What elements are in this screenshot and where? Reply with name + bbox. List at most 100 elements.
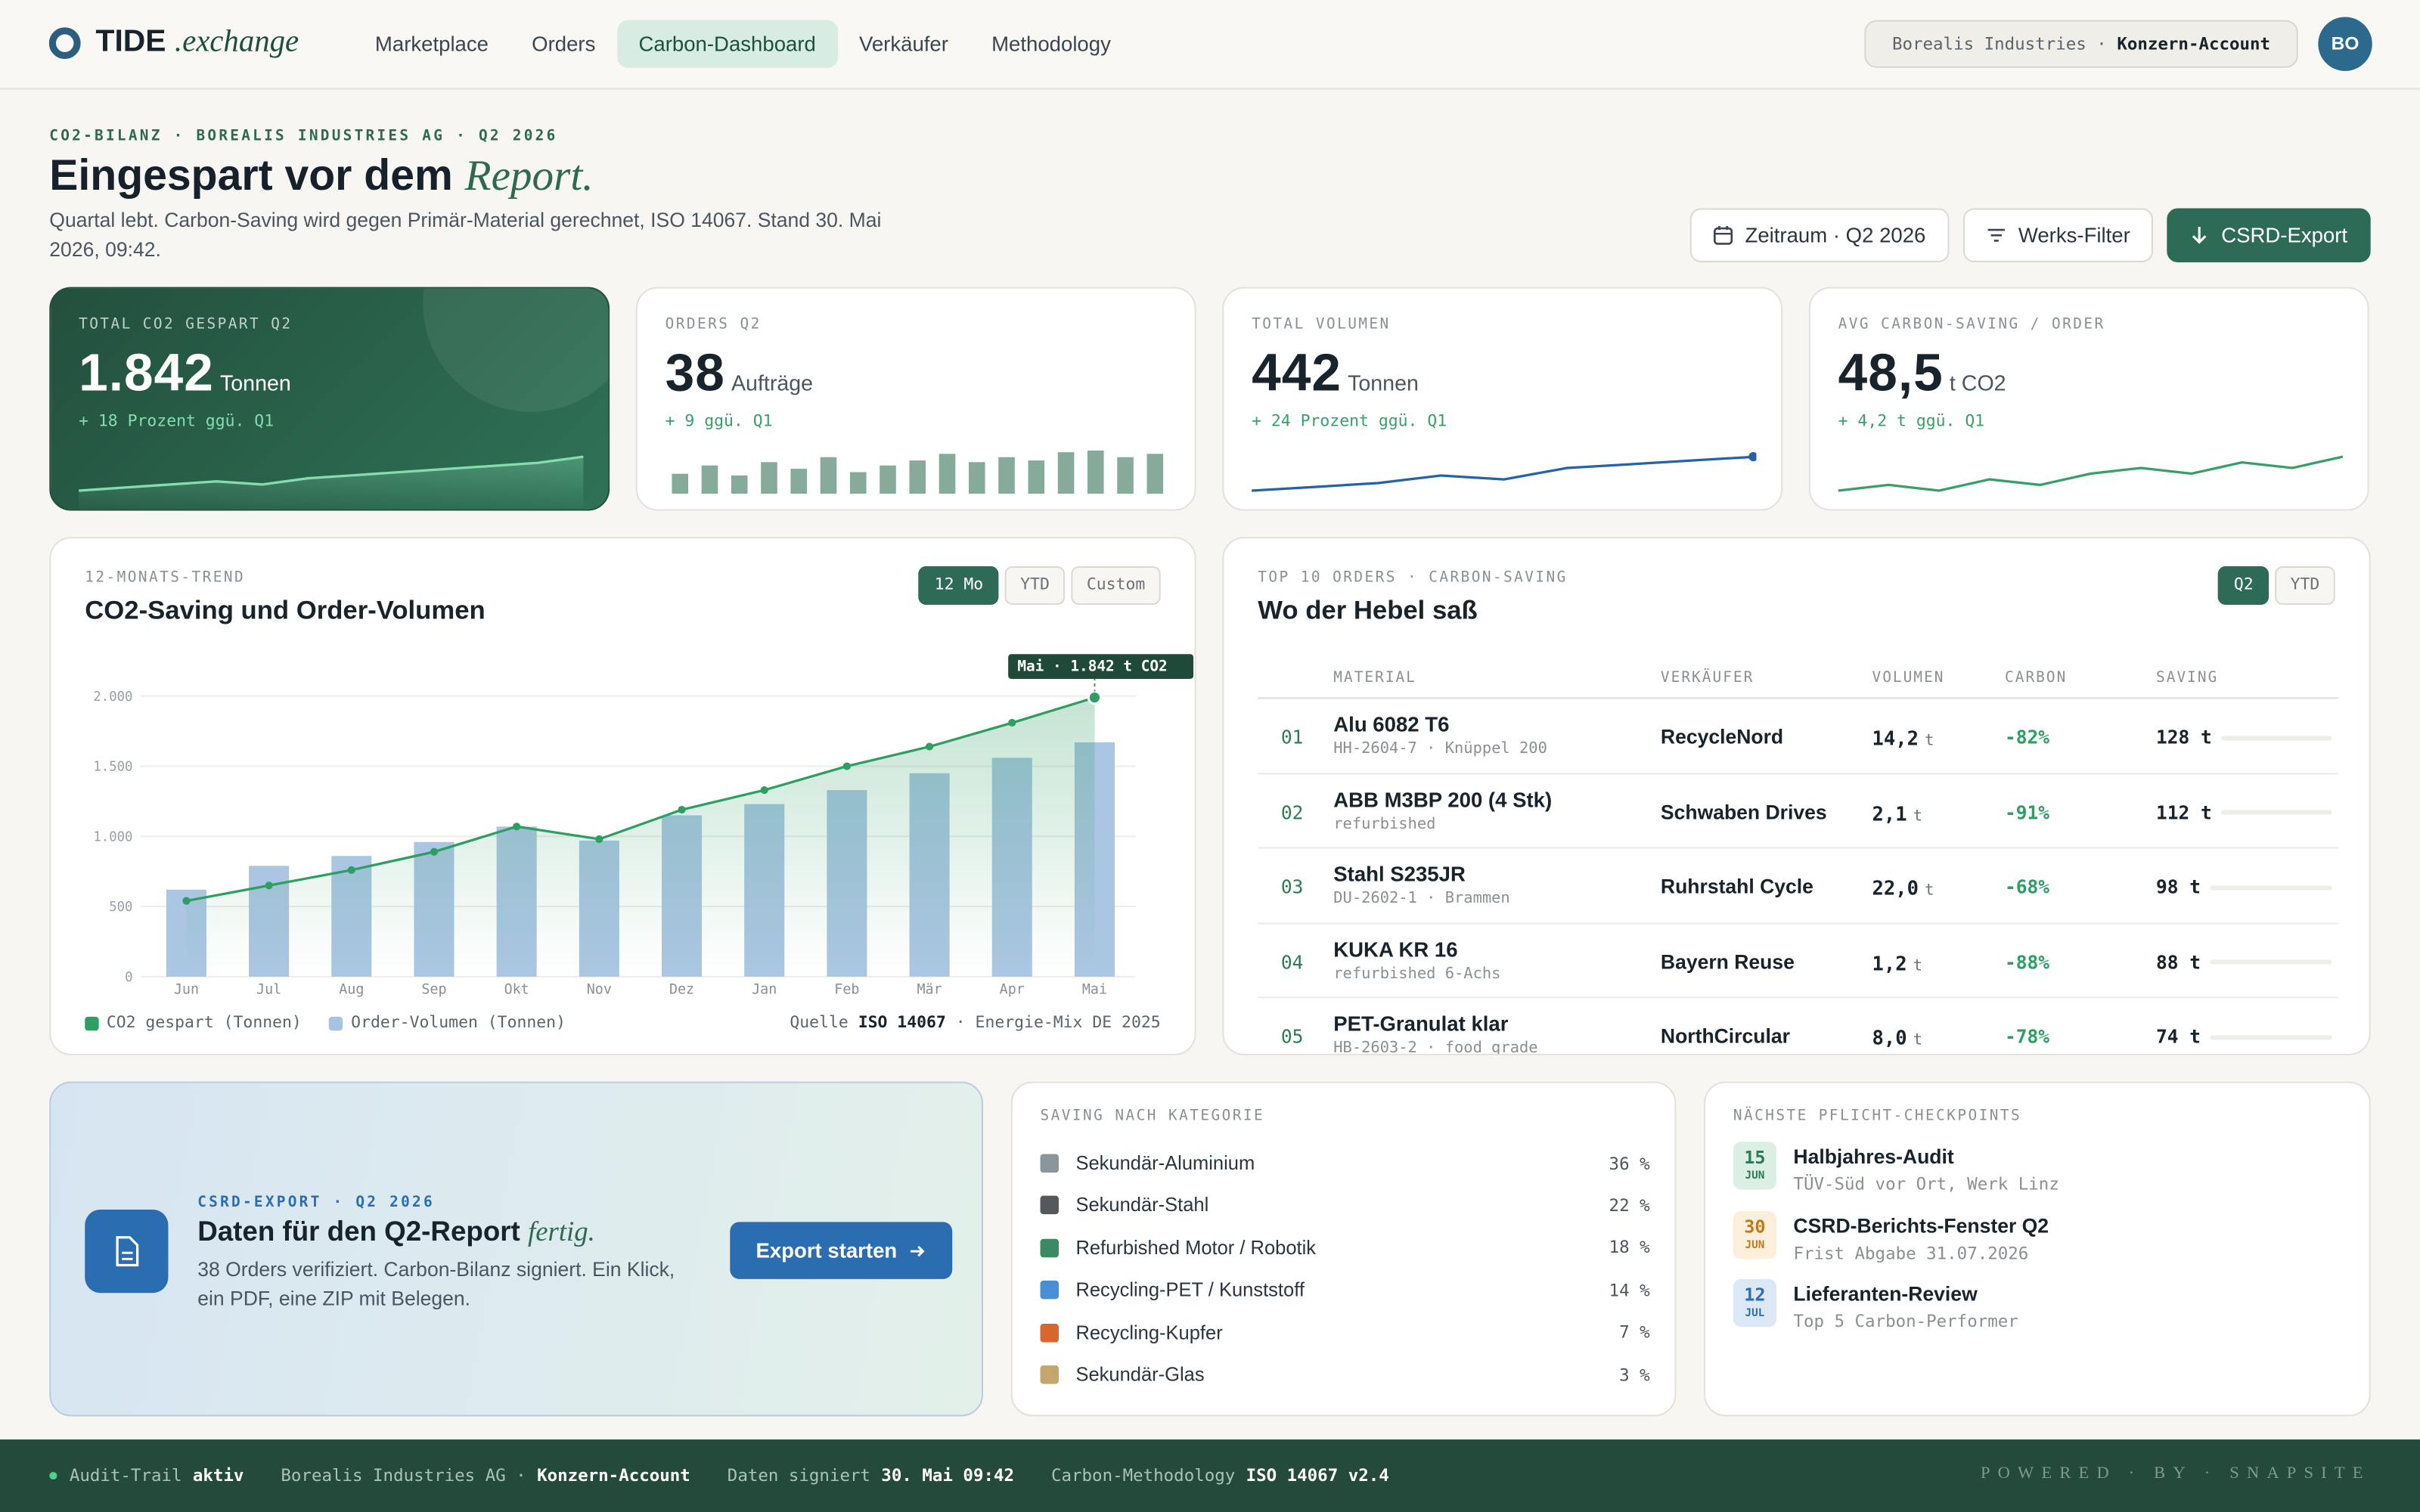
nav-item[interactable]: Methodology <box>991 32 1111 56</box>
csrd-card: CSRD-EXPORT · Q2 2026 Daten für den Q2-R… <box>49 1081 983 1417</box>
nav-item[interactable]: Verkäufer <box>859 32 948 56</box>
kpi-unit: t CO2 <box>1949 370 2006 395</box>
checkpoint[interactable]: 12 JUL Lieferanten-Review Top 5 Carbon-Perf… <box>1733 1279 2343 1332</box>
checkpoint-detail: Frist Abgabe 31.07.2026 <box>1793 1243 2029 1263</box>
category-share: 7 % <box>1619 1322 1650 1343</box>
saving: 74 t <box>2156 1026 2332 1048</box>
status-dot <box>49 1471 57 1480</box>
nav-item[interactable]: Marketplace <box>374 32 489 56</box>
material-detail: refurbished <box>1333 815 1436 833</box>
spark-line <box>1838 455 2343 492</box>
orders-table: MATERIAL VERKÄUFER VOLUMEN CARBON SAVING 01 A… <box>1258 652 2338 1054</box>
status-item: Carbon-Methodology ISO 14067 v2.4 <box>1051 1466 1389 1486</box>
kpi-card: TOTAL CO2 GESPART Q2 1.842 Tonnen + 18 Proz… <box>49 287 610 511</box>
kpi-unit: Tonnen <box>1348 370 1419 395</box>
spark-bar <box>820 457 837 494</box>
category-swatch <box>1040 1365 1059 1384</box>
saving-value: 98 t <box>2156 876 2201 898</box>
category-swatch <box>1040 1238 1059 1257</box>
line-point <box>265 881 273 890</box>
csrd-eyebrow: CSRD-EXPORT · Q2 2026 <box>197 1194 435 1212</box>
filter-icon <box>1987 228 2005 242</box>
brand-suffix: .exchange <box>174 24 299 59</box>
tab[interactable]: YTD <box>1004 565 1066 605</box>
x-tick-label: Jun <box>174 981 199 997</box>
checkpoint[interactable]: 15 JUN Halbjahres-Audit TÜV-Süd vor Ort, We… <box>1733 1142 2343 1194</box>
table-row[interactable]: 02 ABB M3BP 200 (4 Stk) refurbished Schwabe… <box>1258 773 2338 849</box>
volume-value: 1,2 <box>1872 951 1907 974</box>
y-tick-label: 2.000 <box>93 689 132 705</box>
legend: CO2 gespart (Tonnen) Order-Volumen (Tonne… <box>85 1014 566 1032</box>
trend-card: 12-MONATS-TREND CO2-Saving und Order-Vol… <box>49 537 1196 1055</box>
table-row[interactable]: 01 Alu 6082 T6 HH-2604-7 · Knüppel 200 Recy… <box>1258 699 2338 774</box>
material: Alu 6082 T6 <box>1333 712 1450 736</box>
checkpoint-title: Lieferanten-Review <box>1793 1282 1978 1306</box>
nav-item[interactable]: Carbon-Dashboard <box>616 20 838 68</box>
export-start-button[interactable]: Export starten <box>730 1222 953 1279</box>
x-tick-label: Mär <box>917 981 942 997</box>
title-text: Eingespart vor dem <box>49 151 453 200</box>
page-eyebrow: CO2-BILANZ · BOREALIS INDUSTRIES AG · Q2… <box>49 128 558 145</box>
volume: 14,2 t <box>1872 727 1934 750</box>
logo-mark <box>48 27 81 60</box>
status-item: Daten signiert 30. Mai 09:42 <box>728 1466 1014 1486</box>
avatar[interactable]: BO <box>2318 17 2372 71</box>
seller: Schwaben Drives <box>1660 800 1827 823</box>
brand-name: TIDE <box>95 24 166 59</box>
x-tick-label: Okt <box>504 981 529 997</box>
spark-bar <box>672 473 689 494</box>
status-label: Audit-Trail <box>69 1465 182 1486</box>
spark-bar <box>1087 450 1104 494</box>
line <box>186 696 1096 903</box>
rank: 05 <box>1280 1026 1304 1048</box>
date-badge: 30 JUN <box>1733 1210 1776 1259</box>
x-tick-label: Jan <box>752 981 777 997</box>
volume-value: 2,1 <box>1872 801 1907 825</box>
account-switcher[interactable]: Borealis Industries · Konzern-Account <box>1864 20 2298 68</box>
kpi-unit: Aufträge <box>731 370 814 395</box>
checkpoint[interactable]: 30 JUN CSRD-Berichts-Fenster Q2 Frist Abgab… <box>1733 1210 2343 1263</box>
tab[interactable]: Custom <box>1071 565 1161 605</box>
volume: 1,2 t <box>1872 951 1923 974</box>
table-row[interactable]: 05 PET-Granulat klar HB-2603-2 · food grad… <box>1258 998 2338 1054</box>
sparkline <box>672 450 1164 494</box>
filter-button[interactable]: Werks-Filter <box>1962 208 2154 262</box>
spark-bar <box>1146 454 1164 494</box>
status-value: Konzern-Account <box>537 1465 690 1486</box>
spark-line <box>1252 455 1757 492</box>
status-label: Daten signiert <box>727 1465 871 1486</box>
status-value: 30. Mai 09:42 <box>881 1465 1015 1486</box>
checkpoint-eyebrow: NÄCHSTE PFLICHT-CHECKPOINTS <box>1733 1108 2022 1125</box>
category-name: Sekundär-Glas <box>1075 1364 1205 1386</box>
legend-item: Order-Volumen (Tonnen) <box>329 1014 566 1032</box>
nav-item[interactable]: Orders <box>532 32 596 56</box>
trend-title: CO2-Saving und Order-Volumen <box>85 595 486 625</box>
table-row[interactable]: 03 Stahl S235JR DU-2602-1 · Brammen Ruhrsta… <box>1258 848 2338 924</box>
export-button[interactable]: CSRD-Export <box>2167 208 2371 262</box>
source-label: Quelle <box>790 1013 849 1033</box>
kpi-value-row: 38 Aufträge <box>666 344 813 404</box>
checkpoint-title: CSRD-Berichts-Fenster Q2 <box>1793 1213 2049 1238</box>
title-accent: Report. <box>464 153 594 201</box>
seller: RecycleNord <box>1660 725 1784 748</box>
tab[interactable]: 12 Mo <box>919 565 999 605</box>
seller: NorthCircular <box>1660 1024 1790 1048</box>
kpi-value: 38 <box>665 344 725 403</box>
line-point <box>842 762 851 770</box>
category-swatch <box>1040 1323 1059 1342</box>
date-badge: 12 JUL <box>1733 1279 1776 1328</box>
table-row[interactable]: 04 KUKA KR 16 refurbished 6-Achs Bayern Reu… <box>1258 923 2338 999</box>
tab[interactable]: YTD <box>2275 565 2335 605</box>
brand[interactable]: TIDE .exchange <box>96 25 299 60</box>
period-button[interactable]: Zeitraum · Q2 2026 <box>1689 208 1950 262</box>
status-label: Carbon-Methodology <box>1050 1465 1236 1486</box>
x-tick-label: Apr <box>1000 981 1025 997</box>
line-point <box>678 805 686 814</box>
spark-bar <box>880 465 896 494</box>
tab[interactable]: Q2 <box>2218 565 2270 605</box>
kpi-value: 442 <box>1252 344 1342 403</box>
date-month: JUL <box>1745 1307 1765 1320</box>
category-name: Sekundär-Aluminium <box>1075 1152 1255 1175</box>
